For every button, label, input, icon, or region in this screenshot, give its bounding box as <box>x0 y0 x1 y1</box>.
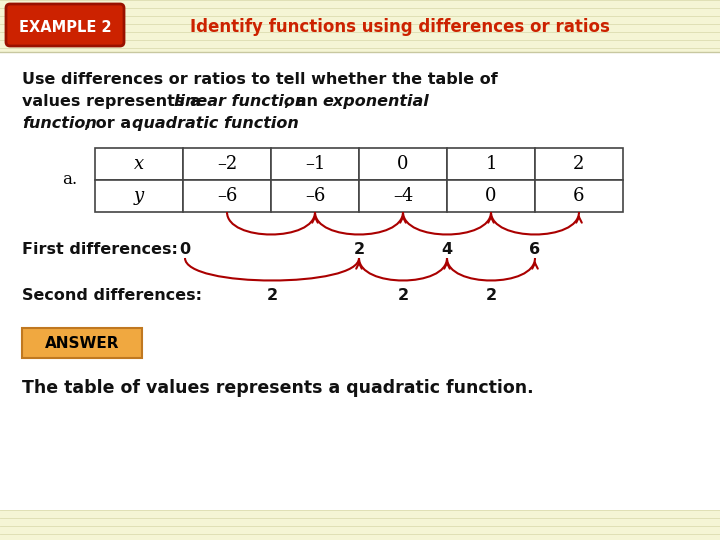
Text: 0: 0 <box>485 187 497 205</box>
Text: , an: , an <box>284 94 323 109</box>
Bar <box>271 148 359 180</box>
Text: 4: 4 <box>441 242 453 258</box>
Text: –6: –6 <box>217 187 237 205</box>
Bar <box>535 180 623 212</box>
Text: –1: –1 <box>305 155 325 173</box>
FancyBboxPatch shape <box>6 4 124 46</box>
Text: –4: –4 <box>393 187 413 205</box>
Text: 0: 0 <box>179 242 191 258</box>
Text: 6: 6 <box>573 187 585 205</box>
Text: 1: 1 <box>485 155 497 173</box>
Text: –6: –6 <box>305 187 325 205</box>
Bar <box>535 148 623 180</box>
Text: ANSWER: ANSWER <box>45 335 120 350</box>
Bar <box>95 148 183 180</box>
Text: 0: 0 <box>397 155 409 173</box>
Bar <box>0 510 720 540</box>
Text: , or a: , or a <box>84 116 137 131</box>
Bar <box>359 180 447 212</box>
Text: Use differences or ratios to tell whether the table of: Use differences or ratios to tell whethe… <box>22 72 498 87</box>
Bar <box>447 180 535 212</box>
Text: exponential: exponential <box>322 94 428 109</box>
Text: quadratic function: quadratic function <box>132 116 299 131</box>
Text: 2: 2 <box>397 288 408 303</box>
Bar <box>0 0 720 52</box>
Text: .: . <box>269 116 275 131</box>
Text: –2: –2 <box>217 155 237 173</box>
Text: 2: 2 <box>354 242 364 258</box>
Text: y: y <box>134 187 144 205</box>
Bar <box>447 148 535 180</box>
Text: function: function <box>22 116 96 131</box>
Text: 2: 2 <box>573 155 585 173</box>
Text: 6: 6 <box>529 242 541 258</box>
Text: a.: a. <box>63 172 78 188</box>
Text: x: x <box>134 155 144 173</box>
Text: linear function: linear function <box>174 94 306 109</box>
Text: 2: 2 <box>266 288 278 303</box>
Bar <box>183 148 271 180</box>
Bar <box>95 180 183 212</box>
Text: Identify functions using differences or ratios: Identify functions using differences or … <box>190 18 610 36</box>
Text: The table of values represents a quadratic function.: The table of values represents a quadrat… <box>22 379 534 397</box>
Text: EXAMPLE 2: EXAMPLE 2 <box>19 19 112 35</box>
Text: First differences:: First differences: <box>22 242 178 258</box>
Text: values represents a: values represents a <box>22 94 207 109</box>
Text: 2: 2 <box>485 288 497 303</box>
Bar <box>359 148 447 180</box>
Bar <box>183 180 271 212</box>
Bar <box>22 328 142 358</box>
Bar <box>271 180 359 212</box>
Text: Second differences:: Second differences: <box>22 288 202 303</box>
